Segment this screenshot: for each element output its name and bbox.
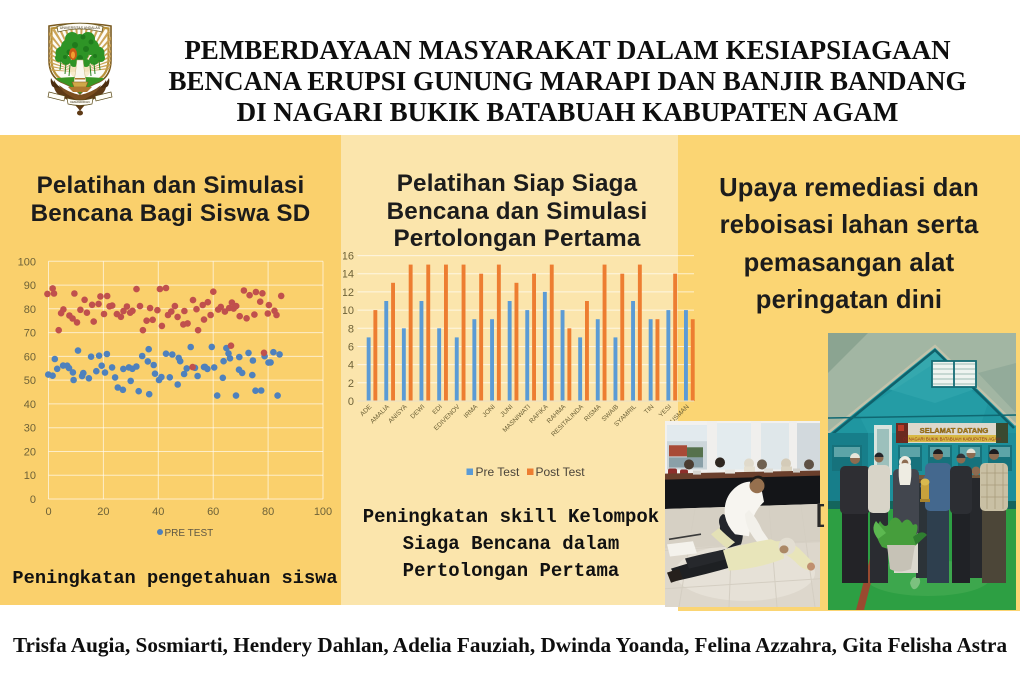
svg-text:10: 10 <box>24 470 36 482</box>
svg-text:8: 8 <box>348 323 354 335</box>
svg-text:ANISYA: ANISYA <box>387 403 409 425</box>
svg-text:60: 60 <box>24 351 36 363</box>
svg-text:40: 40 <box>24 399 36 411</box>
svg-text:IRMA: IRMA <box>463 403 480 420</box>
svg-text:12: 12 <box>343 287 354 299</box>
svg-text:14: 14 <box>343 269 354 281</box>
svg-text:10: 10 <box>343 305 354 317</box>
svg-text:JUNI: JUNI <box>499 403 514 418</box>
svg-text:70: 70 <box>24 328 36 340</box>
svg-text:6: 6 <box>348 342 354 354</box>
svg-text:Post Test: Post Test <box>536 465 586 479</box>
svg-text:TIN: TIN <box>643 403 656 416</box>
svg-text:RISMA: RISMA <box>583 403 603 423</box>
svg-text:RESITALINDA: RESITALINDA <box>550 403 585 438</box>
svg-text:EDI: EDI <box>431 403 444 416</box>
svg-text:KEMANDIRIAN: KEMANDIRIAN <box>70 100 89 104</box>
svg-text:20: 20 <box>24 447 36 459</box>
svg-text:60: 60 <box>207 506 219 518</box>
svg-text:80: 80 <box>262 506 274 518</box>
svg-text:YESI: YESI <box>658 403 674 419</box>
svg-text:Pre Test: Pre Test <box>476 465 520 479</box>
svg-text:2: 2 <box>348 378 354 390</box>
svg-text:90: 90 <box>24 280 36 292</box>
svg-text:100: 100 <box>18 256 36 268</box>
svg-text:ADE: ADE <box>359 403 374 418</box>
svg-text:UNIVERSITAS ANDALAS: UNIVERSITAS ANDALAS <box>60 26 101 30</box>
svg-text:0: 0 <box>45 506 51 518</box>
svg-text:30: 30 <box>24 423 36 435</box>
svg-text:DI NAGARI BUKIK BATABUAH KABUP: DI NAGARI BUKIK BATABUAH KABUPATEN AGAM <box>903 437 1001 442</box>
svg-text:20: 20 <box>97 506 109 518</box>
svg-text:DEWI: DEWI <box>409 403 426 420</box>
svg-text:4: 4 <box>348 360 354 372</box>
svg-text:0: 0 <box>348 396 354 408</box>
svg-text:0: 0 <box>30 494 36 506</box>
svg-text:40: 40 <box>152 506 164 518</box>
svg-text:SELAMAT DATANG: SELAMAT DATANG <box>920 426 989 435</box>
svg-text:JONI: JONI <box>481 403 497 419</box>
svg-text:50: 50 <box>24 375 36 387</box>
svg-text:80: 80 <box>24 304 36 316</box>
svg-text:100: 100 <box>314 506 332 518</box>
svg-text:PRE TEST: PRE TEST <box>165 528 214 539</box>
svg-text:16: 16 <box>343 251 354 263</box>
